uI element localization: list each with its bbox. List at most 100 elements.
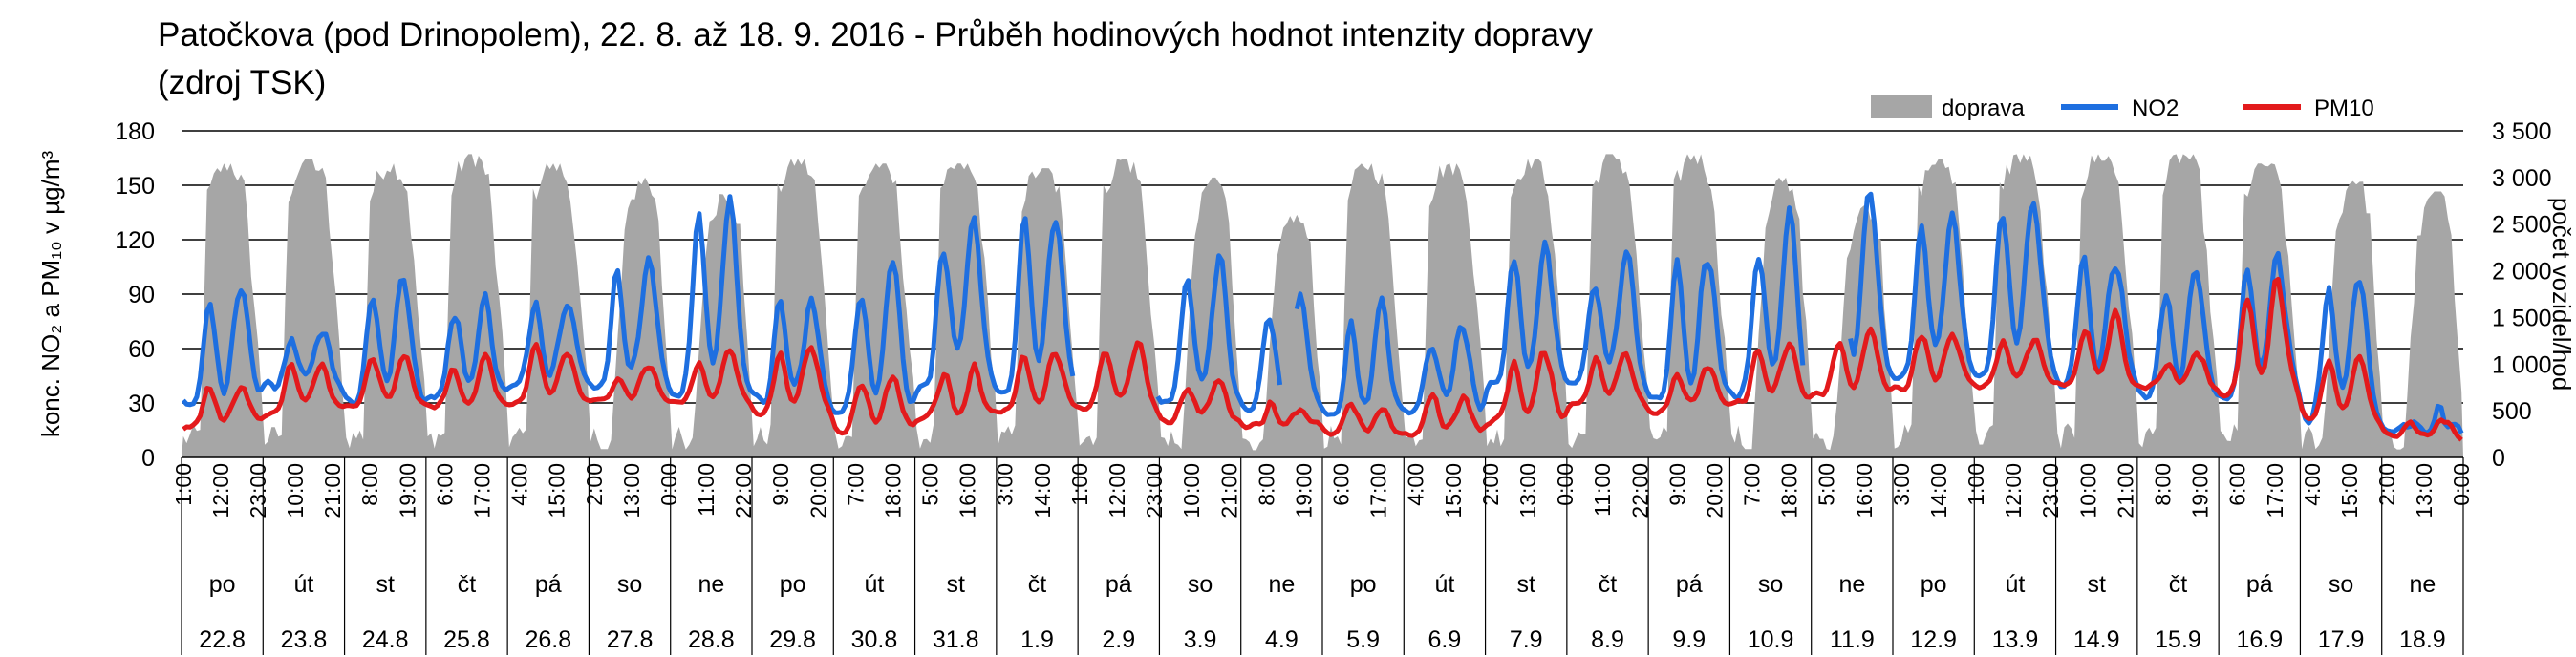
- x-hour-tick-label: 0:00: [656, 463, 681, 506]
- x-day-name-label: ne: [698, 571, 724, 598]
- x-day-name-label: pá: [2246, 571, 2273, 598]
- x-hour-tick-label: 8:00: [2151, 463, 2176, 506]
- x-hour-tick-label: 17:00: [470, 463, 495, 519]
- y-left-tick-label: 30: [128, 391, 155, 417]
- x-date-label: 22.8: [199, 626, 246, 653]
- y-right-axis-title: počet vozidel/hod: [2547, 198, 2576, 391]
- x-hour-tick-label: 2:00: [2374, 463, 2399, 506]
- chart-title: Patočkova (pod Drinopolem), 22. 8. až 18…: [158, 11, 1593, 107]
- y-left-tick-label: 0: [141, 445, 155, 472]
- x-date-label: 4.9: [1265, 626, 1299, 653]
- x-day-name-label: ne: [2409, 571, 2436, 598]
- x-day-name-label: po: [1350, 571, 1377, 598]
- x-day-name-label: pá: [1676, 571, 1703, 598]
- x-hour-tick-label: 7:00: [843, 463, 868, 506]
- traffic-area: [182, 154, 2463, 457]
- x-day-name-label: út: [1434, 571, 1454, 598]
- x-date-label: 15.9: [2155, 626, 2201, 653]
- x-hour-tick-label: 20:00: [1702, 463, 1727, 519]
- x-hour-tick-label: 5:00: [1814, 463, 1839, 506]
- x-hour-tick-label: 21:00: [1216, 463, 1241, 519]
- x-date-label: 1.9: [1020, 626, 1054, 653]
- x-hour-tick-label: 15:00: [1441, 463, 1466, 519]
- x-day-name-label: po: [1921, 571, 1947, 598]
- x-hour-tick-label: 16:00: [1852, 463, 1877, 519]
- x-date-label: 8.9: [1591, 626, 1624, 653]
- y-left-tick-label: 90: [128, 282, 155, 308]
- y-left-tick-label: 150: [115, 173, 155, 200]
- x-date-label: 2.9: [1102, 626, 1135, 653]
- legend: doprava NO2 PM10: [1871, 95, 2374, 121]
- x-date-label: 12.9: [1910, 626, 1957, 653]
- x-hour-tick-label: 22:00: [731, 463, 756, 519]
- x-date-label: 23.8: [281, 626, 328, 653]
- axes: [181, 456, 2464, 655]
- x-hour-tick-label: 23:00: [2038, 463, 2063, 519]
- x-day-name-label: so: [1758, 571, 1783, 598]
- x-day-name-label: st: [1516, 571, 1535, 598]
- chart-title-line-1: Patočkova (pod Drinopolem), 22. 8. až 18…: [158, 16, 1594, 53]
- y-right-tick-label: 1 000: [2492, 351, 2552, 378]
- x-date-label: 7.9: [1510, 626, 1543, 653]
- y-right-tick-label: 500: [2492, 398, 2532, 425]
- x-hour-tick-label: 1:00: [171, 463, 196, 506]
- x-day-name-label: út: [864, 571, 884, 598]
- legend-swatch-doprava: [1871, 95, 1932, 118]
- x-hour-tick-label: 5:00: [918, 463, 943, 506]
- x-hour-tick-label: 19:00: [1292, 463, 1317, 519]
- x-day-name-label: st: [946, 571, 965, 598]
- x-hour-tick-label: 17:00: [2263, 463, 2287, 519]
- x-hour-tick-label: 10:00: [283, 463, 308, 519]
- x-date-label: 13.9: [1992, 626, 2039, 653]
- x-hour-tick-label: 11:00: [694, 463, 719, 517]
- x-hour-tick-label: 12:00: [208, 463, 233, 519]
- x-day-name-label: so: [1188, 571, 1213, 598]
- y-right-tick-label: 1 500: [2492, 305, 2552, 331]
- x-date-label: 10.9: [1748, 626, 1794, 653]
- traffic-area-series: [182, 154, 2463, 457]
- x-hour-tick-label: 9:00: [768, 463, 793, 506]
- x-day-name-label: pá: [1106, 571, 1132, 598]
- x-day-name-label: st: [376, 571, 395, 598]
- x-hour-tick-label: 6:00: [2225, 463, 2250, 506]
- x-hour-tick-label: 15:00: [545, 463, 569, 519]
- y-left-tick-label: 120: [115, 227, 155, 254]
- x-date-label: 11.9: [1830, 626, 1875, 653]
- y-left-tick-label: 60: [128, 336, 155, 363]
- x-hour-tick-label: 18:00: [1777, 463, 1802, 519]
- x-date-label: 3.9: [1184, 626, 1217, 653]
- x-hour-tick-label: 17:00: [1366, 463, 1391, 519]
- x-hour-tick-label: 4:00: [507, 463, 532, 506]
- x-date-label: 5.9: [1346, 626, 1380, 653]
- x-date-label: 26.8: [525, 626, 571, 653]
- x-day-name-label: pá: [535, 571, 562, 598]
- x-day-name-label: út: [293, 571, 313, 598]
- x-day-name-label: so: [617, 571, 642, 598]
- x-date-label: 31.8: [933, 626, 979, 653]
- y-right-tick-label: 3 000: [2492, 165, 2552, 192]
- x-hour-tick-label: 19:00: [2188, 463, 2213, 519]
- x-date-label: 17.9: [2318, 626, 2365, 653]
- x-hour-tick-label: 6:00: [432, 463, 457, 506]
- x-hour-tick-label: 7:00: [1740, 463, 1765, 506]
- x-day-name-label: ne: [1838, 571, 1865, 598]
- x-date-label: 28.8: [688, 626, 735, 653]
- x-day-name-label: čt: [458, 571, 477, 598]
- x-hour-tick-label: 1:00: [1067, 463, 1092, 506]
- x-hour-tick-label: 3:00: [1889, 463, 1914, 506]
- x-date-label: 6.9: [1428, 626, 1462, 653]
- x-hour-tick-label: 9:00: [1664, 463, 1689, 506]
- x-date-label: 18.9: [2399, 626, 2446, 653]
- legend-label: doprava: [1942, 95, 2025, 121]
- no2-line: [181, 191, 2464, 435]
- x-hour-tick-label: 4:00: [2300, 463, 2325, 506]
- x-hour-tick-label: 4:00: [1404, 463, 1428, 506]
- x-day-name-label: út: [2005, 571, 2025, 598]
- x-hour-tick-label: 15:00: [2337, 463, 2362, 519]
- x-hour-tick-label: 18:00: [881, 463, 906, 519]
- x-day-name-label: po: [209, 571, 236, 598]
- x-hour-tick-label: 6:00: [1329, 463, 1354, 506]
- pm10-line: [182, 276, 2463, 442]
- y-left-tick-label: 180: [115, 118, 155, 145]
